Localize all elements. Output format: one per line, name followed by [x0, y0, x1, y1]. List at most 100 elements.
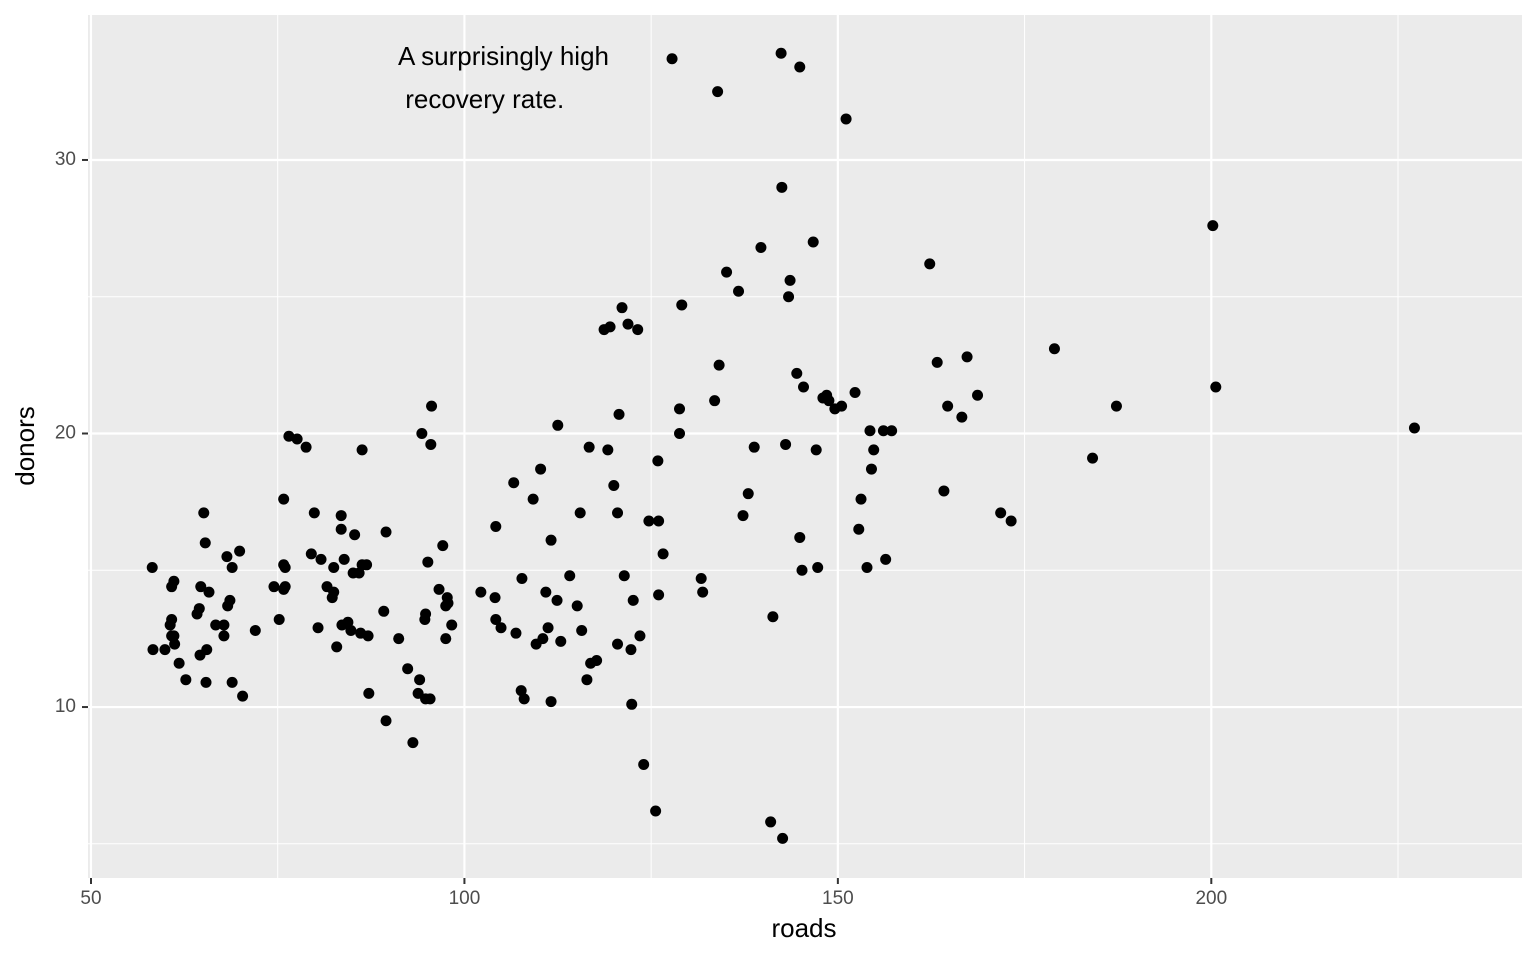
point	[627, 594, 639, 606]
point	[335, 510, 347, 522]
point	[426, 400, 438, 412]
point	[796, 564, 808, 576]
point	[249, 624, 261, 636]
point	[1210, 381, 1222, 393]
point	[442, 597, 454, 609]
point	[555, 635, 567, 647]
point	[791, 367, 803, 379]
point	[713, 359, 725, 371]
point	[650, 805, 662, 817]
point	[551, 594, 563, 606]
panel	[88, 15, 1522, 878]
y-axis-title: donors	[10, 406, 40, 486]
point	[972, 389, 984, 401]
point	[812, 562, 824, 574]
point	[712, 86, 724, 98]
point	[626, 698, 638, 710]
point	[880, 553, 892, 565]
point	[1005, 515, 1017, 527]
point	[552, 419, 564, 431]
point	[742, 488, 754, 500]
point	[602, 444, 614, 456]
point	[632, 324, 644, 336]
point	[305, 548, 317, 560]
point	[1048, 343, 1060, 355]
point	[733, 285, 745, 297]
point	[836, 400, 848, 412]
point	[653, 515, 665, 527]
point	[583, 441, 595, 453]
point	[545, 696, 557, 708]
point	[576, 624, 588, 636]
point	[147, 644, 159, 656]
point	[490, 521, 502, 533]
point	[331, 641, 343, 653]
point	[1207, 220, 1219, 232]
point	[924, 258, 936, 270]
point	[475, 586, 487, 598]
point	[273, 614, 285, 626]
point	[622, 318, 634, 330]
point	[234, 545, 246, 557]
point	[616, 302, 628, 314]
point	[237, 690, 249, 702]
point	[201, 644, 213, 656]
point	[634, 630, 646, 642]
point	[794, 531, 806, 543]
point	[291, 433, 303, 445]
point	[608, 479, 620, 491]
annotation: A surprisingly high	[398, 41, 609, 71]
point	[300, 441, 312, 453]
point	[315, 553, 327, 565]
point	[510, 627, 522, 639]
point	[798, 381, 810, 393]
point	[545, 534, 557, 546]
point	[674, 428, 686, 440]
point	[956, 411, 968, 423]
point	[865, 463, 877, 475]
point	[393, 633, 405, 645]
point	[613, 408, 625, 420]
point	[542, 622, 554, 634]
point	[349, 529, 361, 541]
point	[168, 630, 180, 642]
x-tick-label: 50	[80, 888, 101, 909]
point	[755, 242, 767, 254]
point	[853, 523, 865, 535]
point	[173, 657, 185, 669]
point	[166, 581, 178, 593]
point	[581, 674, 593, 686]
x-tick-label: 200	[1195, 888, 1227, 909]
point	[279, 562, 291, 574]
point	[537, 633, 549, 645]
x-axis-title: roads	[771, 913, 836, 943]
point	[146, 562, 158, 574]
point	[784, 274, 796, 286]
point	[199, 537, 211, 549]
point	[775, 47, 787, 59]
point	[855, 493, 867, 505]
point	[437, 540, 449, 552]
point	[414, 674, 426, 686]
point	[765, 816, 777, 828]
point	[159, 644, 171, 656]
point	[345, 624, 357, 636]
point	[169, 638, 181, 650]
annotation: recovery rate.	[398, 84, 564, 114]
point	[278, 583, 290, 595]
point	[518, 693, 530, 705]
point	[166, 614, 178, 626]
point	[535, 463, 547, 475]
point	[652, 455, 664, 467]
point	[783, 291, 795, 303]
point	[810, 444, 822, 456]
point	[328, 586, 340, 598]
point	[407, 737, 419, 749]
point	[877, 425, 889, 437]
point	[362, 630, 374, 642]
point	[433, 583, 445, 595]
point	[328, 562, 340, 574]
point	[864, 425, 876, 437]
point	[495, 622, 507, 634]
